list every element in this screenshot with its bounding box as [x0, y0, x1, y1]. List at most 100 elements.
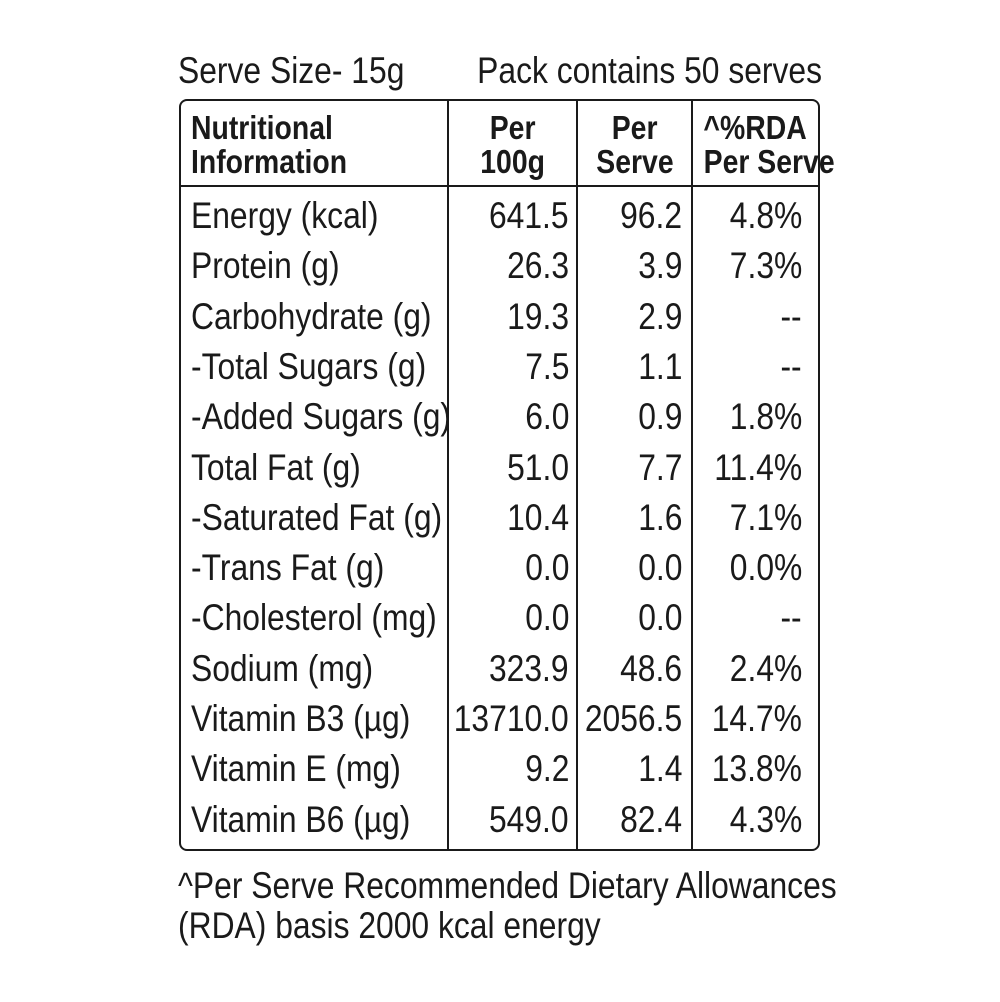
per-serve-cell-text: 48.6	[620, 647, 682, 689]
per-serve-cell: 0.0	[631, 543, 682, 593]
nutrient-name-cell-text: -Total Sugars (g)	[191, 345, 427, 387]
table-row: Vitamin B6 (µg) 549.0 82.4 4.3%	[181, 795, 818, 845]
nutrient-name-cell-text: -Added Sugars (g)	[191, 396, 452, 438]
rda-cell: 7.1%	[718, 493, 802, 543]
table-row: -Saturated Fat (g) 10.4 1.6 7.1%	[181, 493, 818, 543]
per-100g-cell: 10.4	[497, 493, 569, 543]
rda-cell-text: 7.3%	[729, 245, 802, 287]
per-100g-cell-text: 641.5	[489, 195, 569, 236]
per-100g-cell: 549.0	[476, 795, 569, 845]
nutrient-name-cell: Vitamin E (mg)	[191, 744, 435, 794]
nutrient-name-cell: -Added Sugars (g)	[191, 392, 493, 442]
per-100g-cell: 7.5	[518, 342, 569, 392]
rda-cell: 4.3%	[718, 795, 802, 845]
per-serve-cell: 82.4	[610, 795, 682, 845]
per-100g-cell-text: 51.0	[507, 446, 569, 488]
nutrient-name-cell-text: Total Fat (g)	[191, 446, 361, 488]
per-100g-cell: 51.0	[497, 443, 569, 493]
per-serve-cell: 2056.5	[569, 694, 682, 744]
per-100g-cell: 0.0	[518, 593, 569, 643]
per-serve-cell: 0.0	[631, 593, 682, 643]
nutrient-name-cell: Carbohydrate (g)	[191, 292, 471, 342]
table-row: Energy (kcal) 641.5 96.2 4.8%	[181, 191, 818, 241]
nutrient-name-cell-text: Vitamin B3 (µg)	[191, 698, 411, 739]
per-100g-cell-text: 7.5	[524, 345, 569, 387]
header-rda-line2: Per Serve	[703, 143, 835, 180]
header-per100-line1: Per	[489, 109, 536, 146]
pack-contains-label: Pack contains 50 serves	[421, 50, 822, 92]
per-serve-cell-text: 2.9	[637, 295, 682, 337]
serve-size-label: Serve Size- 15g	[178, 50, 441, 92]
per-100g-cell: 0.0	[518, 543, 569, 593]
per-100g-cell: 641.5	[476, 191, 569, 241]
header-per-serve: Per Serve	[578, 111, 691, 179]
per-serve-cell: 3.9	[631, 241, 682, 291]
per-100g-cell-text: 549.0	[489, 798, 569, 840]
rda-cell-text: 2.4%	[729, 647, 802, 689]
per-serve-cell: 2.9	[631, 292, 682, 342]
rda-footnote: ^Per Serve Recommended Dietary Allowance…	[178, 866, 944, 946]
table-row: -Cholesterol (mg) 0.0 0.0 --	[181, 593, 818, 643]
header-rda-per-serve: ^%RDA Per Serve	[693, 109, 835, 179]
nutrient-name-cell: Sodium (mg)	[191, 644, 403, 694]
nutrient-name-cell: -Trans Fat (g)	[191, 543, 416, 593]
rda-cell: 0.0%	[718, 543, 802, 593]
table-row: -Trans Fat (g) 0.0 0.0 0.0%	[181, 543, 818, 593]
per-serve-cell-text: 1.6	[637, 496, 682, 538]
nutrient-name-cell-text: Carbohydrate (g)	[191, 295, 432, 337]
per-100g-cell-text: 10.4	[507, 496, 569, 538]
nutrient-name-cell-text: Energy (kcal)	[191, 195, 379, 236]
rda-cell-text: --	[780, 597, 802, 639]
footnote-line1: ^Per Serve Recommended Dietary Allowance…	[178, 865, 837, 906]
per-serve-cell-text: 7.7	[637, 446, 682, 488]
per-serve-cell-text: 0.0	[637, 597, 682, 639]
per-100g-cell-text: 323.9	[489, 647, 569, 689]
per-100g-cell: 26.3	[497, 241, 569, 291]
rda-cell: --	[777, 593, 802, 643]
header-divider	[181, 185, 818, 187]
nutrient-name-cell-text: Vitamin B6 (µg)	[191, 798, 411, 840]
per-serve-cell-text: 1.4	[637, 748, 682, 790]
rda-cell-text: 0.0%	[729, 547, 802, 589]
table-row: Protein (g) 26.3 3.9 7.3%	[181, 241, 818, 291]
per-serve-cell-text: 3.9	[637, 245, 682, 287]
table-row: Total Fat (g) 51.0 7.7 11.4%	[181, 443, 818, 493]
header-nutrient-line2: Information	[191, 143, 348, 180]
per-serve-cell-text: 0.9	[637, 396, 682, 438]
rda-cell: --	[777, 292, 802, 342]
per-100g-cell-text: 9.2	[524, 748, 569, 790]
per-serve-cell: 1.6	[631, 493, 682, 543]
rda-cell: 7.3%	[718, 241, 802, 291]
per-100g-cell: 19.3	[497, 292, 569, 342]
nutrient-name-cell-text: Protein (g)	[191, 245, 340, 287]
per-100g-cell: 323.9	[476, 644, 569, 694]
footnote-line2: (RDA) basis 2000 kcal energy	[178, 905, 601, 946]
header-nutrient-line1: Nutritional	[191, 109, 333, 146]
nutrient-name-cell: -Saturated Fat (g)	[191, 493, 483, 543]
header-per100-line2: 100g	[480, 143, 545, 180]
serve-size-text: Serve Size- 15g	[178, 50, 405, 91]
header-per-100g: Per 100g	[449, 111, 576, 179]
rda-cell-text: 1.8%	[729, 396, 802, 438]
nutrition-table: Nutritional Information Per 100g Per Ser…	[179, 99, 835, 851]
column-divider-3	[691, 101, 693, 849]
per-100g-cell: 9.2	[518, 744, 569, 794]
table-row: -Added Sugars (g) 6.0 0.9 1.8%	[181, 392, 818, 442]
column-divider-1	[447, 101, 449, 849]
table-row: Sodium (mg) 323.9 48.6 2.4%	[181, 644, 818, 694]
nutrient-name-cell: Vitamin B6 (µg)	[191, 795, 446, 845]
header-perserve-line2: Serve	[595, 143, 674, 180]
per-100g-cell-text: 6.0	[524, 396, 569, 438]
per-serve-cell: 1.4	[631, 744, 682, 794]
rda-cell: 1.8%	[718, 392, 802, 442]
per-serve-cell: 1.1	[631, 342, 682, 392]
header-rda-line1: ^%RDA	[703, 109, 808, 146]
nutrient-name-cell: Total Fat (g)	[191, 443, 388, 493]
per-serve-cell: 96.2	[610, 191, 682, 241]
column-divider-2	[576, 101, 578, 849]
table-row: Carbohydrate (g) 19.3 2.9 --	[181, 292, 818, 342]
nutrient-name-cell-text: -Cholesterol (mg)	[191, 597, 437, 639]
rda-cell: 14.7%	[697, 694, 802, 744]
rda-cell-text: 7.1%	[729, 496, 802, 538]
rda-cell-text: 14.7%	[711, 698, 802, 739]
